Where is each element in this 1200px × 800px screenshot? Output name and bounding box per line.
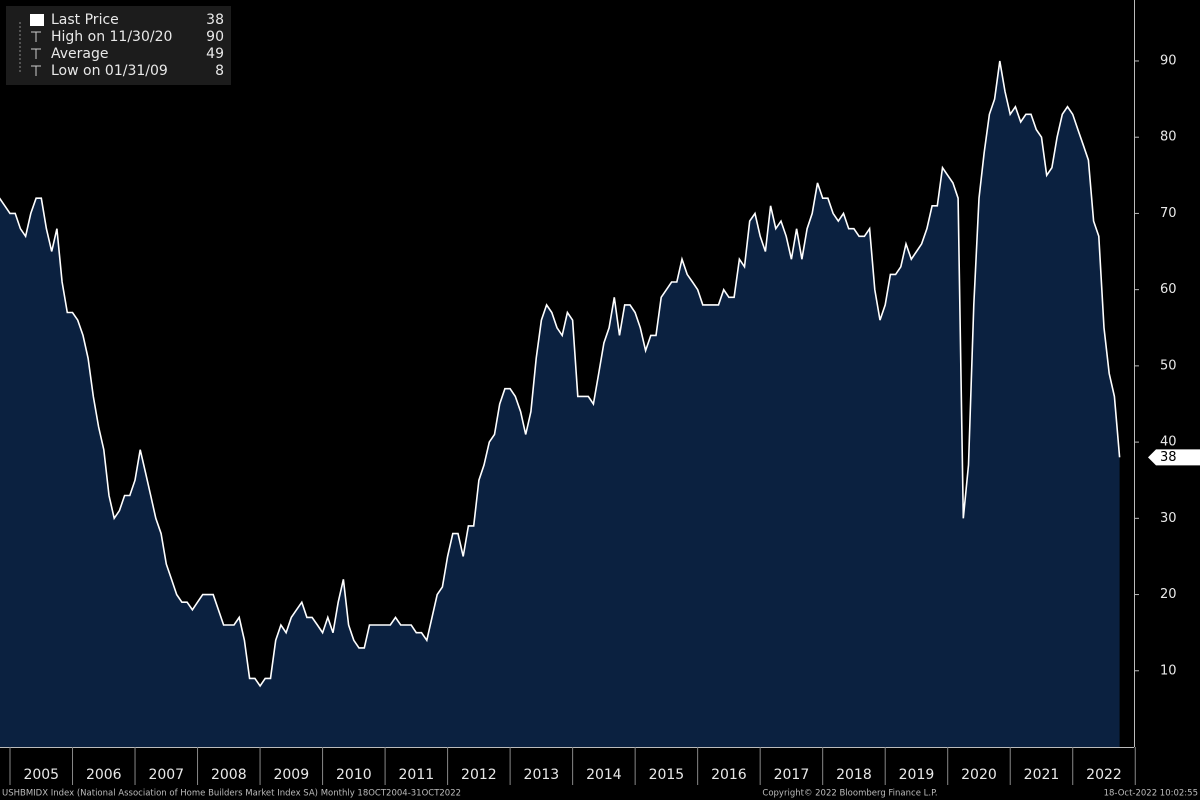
legend-label: High on 11/30/20 [51, 29, 172, 45]
x-tick-label: 2017 [774, 767, 810, 783]
legend: Last Price 38 High on 11/30/20 90 Average 49 L… [6, 6, 231, 85]
y-tick-label: 60 [1160, 282, 1177, 297]
legend-swatch [30, 14, 44, 26]
x-tick-label: 2019 [899, 767, 935, 783]
x-tick-label: 2013 [524, 767, 560, 783]
legend-value: 90 [206, 29, 224, 45]
footer-left: USHBMIDX Index (National Association of … [2, 789, 461, 799]
y-tick-label: 50 [1160, 358, 1177, 373]
legend-label: Average [51, 46, 109, 62]
x-tick-label: 2018 [836, 767, 872, 783]
x-tick-label: 2008 [211, 767, 247, 783]
legend-icon [31, 65, 41, 76]
x-tick-label: 2022 [1086, 767, 1122, 783]
y-tick-label: 90 [1160, 53, 1177, 68]
x-tick-label: 2020 [961, 767, 997, 783]
x-tick-label: 2015 [649, 767, 685, 783]
legend-icon [31, 48, 41, 59]
legend-value: 38 [206, 12, 224, 28]
legend-label: Low on 01/31/09 [51, 63, 168, 79]
footer-right: 18-Oct-2022 10:02:55 [1104, 789, 1198, 799]
legend-icon [31, 31, 41, 42]
last-price-label: 38 [1160, 450, 1177, 465]
x-tick-label: 2005 [23, 767, 59, 783]
x-tick-label: 2007 [148, 767, 184, 783]
last-price-tag [1148, 449, 1200, 466]
legend-value: 49 [206, 46, 224, 62]
x-tick-label: 2006 [86, 767, 122, 783]
x-tick-label: 2014 [586, 767, 622, 783]
plot-area [0, 60, 1121, 747]
y-tick-label: 80 [1160, 130, 1177, 145]
line [0, 60, 1121, 688]
x-tick-label: 2021 [1024, 767, 1060, 783]
x-tick-label: 2009 [273, 767, 309, 783]
x-tick-label: 2016 [711, 767, 747, 783]
legend-value: 8 [215, 63, 224, 79]
area [0, 61, 1120, 747]
x-tick-label: 2012 [461, 767, 497, 783]
y-tick-label: 40 [1160, 435, 1177, 450]
y-tick-label: 30 [1160, 511, 1177, 526]
footer-center: Copyright© 2022 Bloomberg Finance L.P. [762, 789, 937, 799]
x-tick-label: 2011 [399, 767, 435, 783]
legend-label: Last Price [51, 12, 119, 28]
y-tick-label: 70 [1160, 206, 1177, 221]
x-tick-label: 2010 [336, 767, 372, 783]
y-tick-label: 10 [1160, 663, 1177, 678]
y-tick-label: 20 [1160, 587, 1177, 602]
